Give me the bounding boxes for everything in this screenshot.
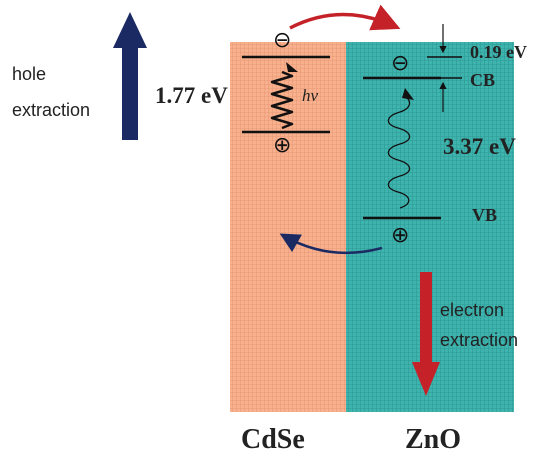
hv-label: hv	[302, 86, 319, 105]
electron-extraction-label-line1: electron	[440, 300, 505, 320]
hole-extraction-label-line1: hole	[12, 64, 47, 84]
cdse-excitation-arrowhead	[286, 62, 298, 72]
zno-bandgap-label: 3.37 eV	[443, 134, 516, 159]
hole-transfer-arrow	[279, 233, 383, 255]
cdse-electron-symbol: ⊖	[273, 27, 292, 52]
zno-hole-symbol: ⊕	[391, 222, 410, 247]
electron-transfer-arrow	[289, 4, 401, 31]
hole-extraction-arrow	[113, 12, 147, 140]
electron-extraction-label-line2: extraction	[440, 330, 519, 350]
zno-excitation-arrowhead	[402, 88, 414, 100]
cb-label: CB	[470, 70, 496, 90]
cb-offset-label: 0.19 eV	[470, 42, 527, 62]
vb-label: VB	[472, 205, 498, 225]
cdse-bandgap-label: 1.77 eV	[155, 83, 228, 108]
zno-material-label: ZnO	[405, 424, 462, 455]
hole-extraction-label-line2: extraction	[12, 100, 91, 120]
zno-excitation-wave	[387, 95, 411, 209]
cdse-excitation-wave	[270, 70, 294, 130]
electron-extraction-arrow	[412, 272, 440, 396]
cdse-material-label: CdSe	[241, 424, 305, 455]
cdse-region	[230, 42, 346, 412]
cdse-hole-symbol: ⊕	[273, 132, 292, 157]
zno-electron-symbol: ⊖	[391, 50, 410, 75]
